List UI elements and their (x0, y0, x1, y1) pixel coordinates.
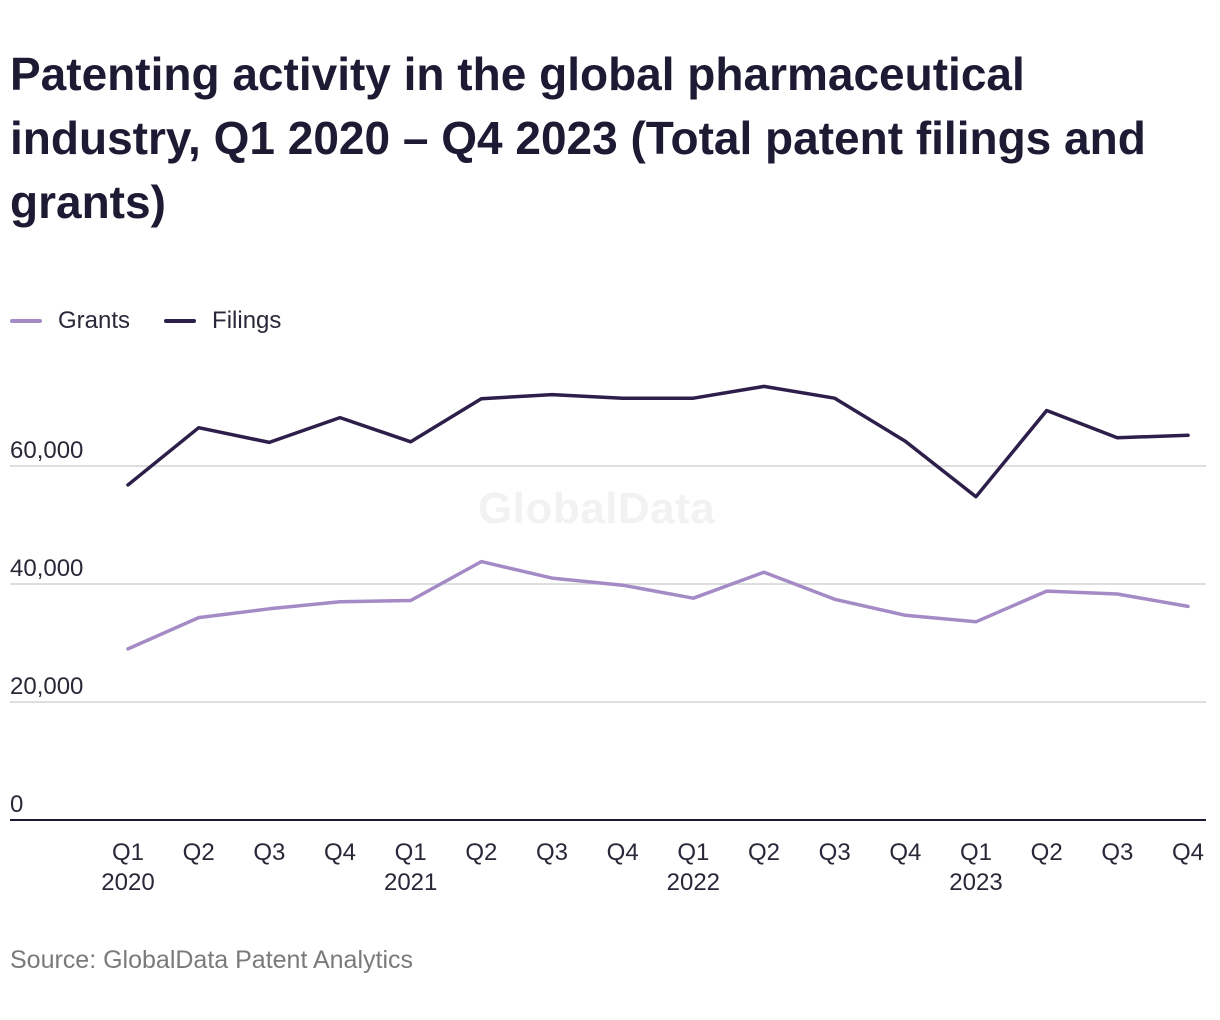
watermark: GlobalData (478, 484, 716, 533)
series-line-grants (126, 559, 1190, 651)
y-tick-label: 20,000 (10, 673, 83, 700)
legend-item-grants: Grants (10, 307, 130, 335)
grid-layer (10, 465, 1206, 821)
source-note: Source: GlobalData Patent Analytics (10, 946, 414, 974)
x-tick-label: Q2 (465, 839, 497, 866)
x-tick-year-label: 2022 (667, 869, 720, 896)
chart-title: Patenting activity in the global pharmac… (10, 48, 1146, 228)
series-layer (126, 384, 1190, 651)
x-tick-label: Q3 (1101, 839, 1133, 866)
x-tick-label: Q1 (395, 839, 427, 866)
x-tick-label: Q3 (253, 839, 285, 866)
x-tick-label: Q2 (183, 839, 215, 866)
legend-label-grants: Grants (58, 307, 131, 334)
y-tick-label: 60,000 (10, 437, 83, 464)
legend: Grants Filings (10, 306, 315, 336)
x-tick-label: Q4 (324, 839, 356, 866)
x-tick-label: Q4 (1172, 839, 1204, 866)
y-axis-ticks: 0 20,000 40,000 60,000 (10, 437, 83, 818)
legend-swatch-filings (164, 319, 197, 323)
x-tick-label: Q1 (960, 839, 992, 866)
series-line-filings (126, 384, 1190, 499)
legend-swatch-grants (10, 319, 42, 323)
y-tick-label: 0 (10, 791, 23, 818)
x-tick-label: Q2 (748, 839, 780, 866)
x-tick-label: Q3 (536, 839, 568, 866)
x-tick-label: Q1 (677, 839, 709, 866)
x-tick-label: Q2 (1031, 839, 1063, 866)
x-tick-year-label: 2021 (384, 869, 437, 896)
x-axis-ticks: Q1 2020 Q2 Q3 Q4 Q1 2021 Q2 Q3 Q4 Q1 2022 Q2 Q3 Q4 Q1 20… (101, 839, 1204, 896)
x-tick-year-label: 2023 (949, 869, 1002, 896)
x-tick-year-label: 2020 (101, 869, 154, 896)
x-tick-label: Q1 (112, 839, 144, 866)
y-tick-label: 40,000 (10, 555, 83, 582)
legend-item-filings: Filings (164, 307, 281, 335)
x-tick-label: Q4 (607, 839, 639, 866)
x-tick-label: Q3 (819, 839, 851, 866)
x-tick-label: Q4 (889, 839, 921, 866)
legend-label-filings: Filings (212, 307, 282, 334)
